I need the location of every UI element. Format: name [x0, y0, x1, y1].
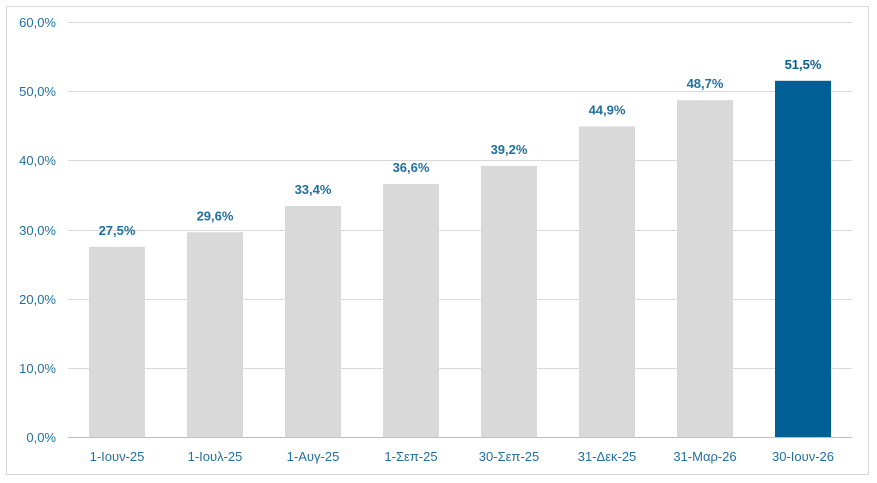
data-label: 33,4% [295, 182, 332, 197]
bar [187, 232, 243, 437]
x-tick-label: 31-Δεκ-25 [578, 449, 637, 464]
y-tick-label: 50,0% [19, 84, 56, 99]
data-label: 27,5% [99, 223, 136, 238]
y-tick-label: 60,0% [19, 15, 56, 30]
x-tick-label: 1-Ιουν-25 [90, 449, 145, 464]
y-tick-label: 0,0% [26, 430, 56, 445]
data-label: 48,7% [687, 76, 724, 91]
data-label: 29,6% [197, 208, 234, 223]
data-label: 36,6% [393, 160, 430, 175]
gridlines [68, 22, 852, 438]
bar [481, 165, 537, 437]
bar [383, 183, 439, 437]
x-tick-label: 1-Σεπ-25 [384, 449, 437, 464]
x-tick-label: 31-Μαρ-26 [673, 449, 736, 464]
bar [579, 126, 635, 438]
y-tick-label: 10,0% [19, 361, 56, 376]
bar [775, 80, 831, 438]
bars [89, 80, 831, 438]
x-tick-label: 1-Αυγ-25 [287, 449, 340, 464]
y-tick-label: 30,0% [19, 223, 56, 238]
x-axis: 1-Ιουν-25 1-Ιουλ-25 1-Αυγ-25 1-Σεπ-25 30-Σεπ… [68, 437, 852, 464]
bar [285, 205, 341, 437]
bar [677, 100, 733, 438]
y-axis: 0,0% 10,0% 20,0% 30,0% 40,0% 50,0% 60,0% [19, 15, 56, 445]
data-label: 44,9% [589, 102, 626, 117]
data-labels: 27,5% 29,6% 33,4% 36,6% 39,2% 44,9% 48,7% 51,5% [99, 57, 822, 238]
data-label: 51,5% [785, 57, 822, 72]
x-tick-label: 30-Ιουν-26 [772, 449, 834, 464]
y-tick-label: 20,0% [19, 292, 56, 307]
bar [89, 246, 145, 437]
y-tick-label: 40,0% [19, 153, 56, 168]
data-label: 39,2% [491, 142, 528, 157]
x-tick-label: 30-Σεπ-25 [479, 449, 539, 464]
x-tick-label: 1-Ιουλ-25 [188, 449, 243, 464]
